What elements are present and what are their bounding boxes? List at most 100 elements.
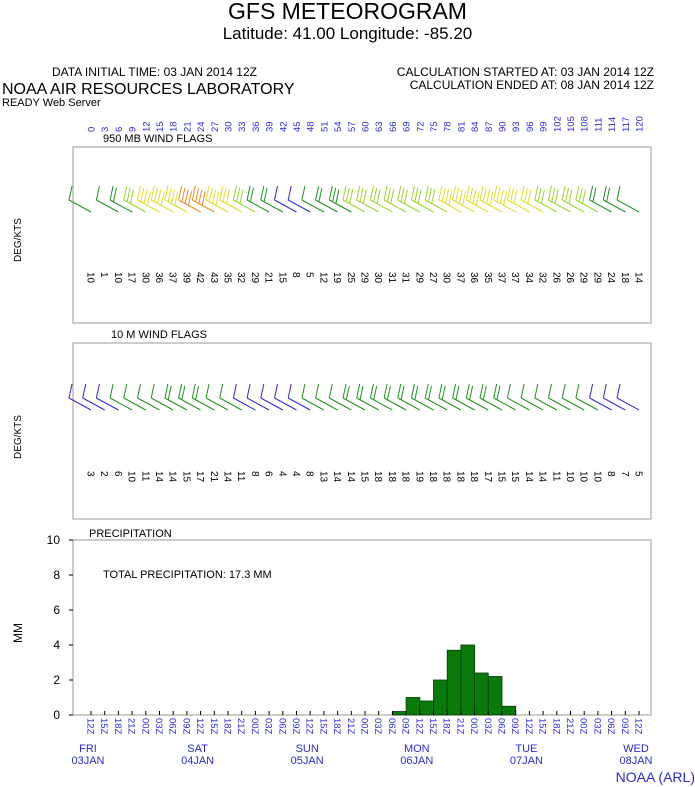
upper-wind-flag-barb	[376, 189, 381, 204]
upper-wind-speed-label: 27	[427, 272, 438, 284]
surface-wind-flag-staff	[219, 397, 242, 411]
upper-wind-speed-label: 35	[482, 272, 493, 284]
surface-wind-speed-label: 17	[194, 471, 205, 483]
upper-wind-flag-barb	[225, 189, 230, 204]
upper-wind-speed-label: 30	[372, 272, 383, 284]
upper-wind-flag-barb	[195, 187, 200, 202]
upper-wind-flag-staff	[356, 199, 379, 213]
upper-wind-flag-staff	[260, 199, 284, 213]
upper-wind-speed-label: 37	[509, 272, 520, 284]
surface-wind-speed-label: 18	[454, 471, 465, 483]
upper-wind-flag-staff	[233, 199, 256, 213]
surface-wind-speed-label: 18	[468, 471, 479, 483]
precip-time-label: 15Z	[208, 718, 219, 735]
upper-wind-flag-staff	[301, 199, 325, 213]
surface-wind-flag-barb	[602, 383, 607, 399]
surface-wind-flag-barb	[109, 383, 114, 399]
upper-wind-flag-barb	[540, 189, 545, 204]
upper-wind-flag-staff	[109, 199, 133, 213]
surface-wind-flag-barb	[482, 385, 487, 400]
upper-wind-flag-barb	[592, 187, 597, 202]
upper-wind-flag-barb	[441, 187, 446, 202]
precip-time-label: 00Z	[249, 718, 260, 735]
upper-wind-flag-barb	[181, 187, 186, 202]
upper-wind-speed-label: 37	[496, 272, 507, 284]
forecast-hour-label: 66	[388, 121, 399, 132]
surface-wind-flag-staff	[150, 397, 174, 411]
precip-time-label: 09Z	[290, 718, 301, 735]
upper-wind-flag-barb	[167, 187, 172, 202]
forecast-hour-label: 69	[402, 121, 413, 132]
upper-wind-speed-label: 17	[126, 272, 137, 284]
surface-wind-speed-label: 5	[633, 471, 644, 477]
surface-wind-flag-barb	[493, 383, 498, 399]
upper-wind-flag-barb	[403, 189, 408, 204]
surface-wind-flag-barb	[465, 383, 470, 399]
surface-wind-flag-staff	[109, 397, 133, 411]
upper-wind-flag-barb	[349, 189, 354, 204]
precip-time-label: 21Z	[235, 718, 246, 735]
surface-wind-flag-staff	[164, 397, 188, 411]
upper-wind-flag-barb	[479, 185, 484, 201]
surface-wind-flag-barb	[82, 383, 87, 399]
surface-wind-flag-barb	[469, 385, 474, 400]
precip-time-label: 18Z	[222, 718, 233, 735]
precip-time-label: 18Z	[112, 718, 123, 735]
upper-wind-flag-barb	[489, 191, 494, 206]
day-label: SAT	[187, 743, 208, 755]
surface-wind-flag-staff	[548, 397, 571, 411]
precip-time-label: 09Z	[509, 718, 520, 735]
upper-wind-flag-barb	[215, 191, 220, 206]
upper-wind-flag-barb	[602, 185, 607, 201]
surface-wind-speed-label: 11	[550, 471, 561, 482]
upper-wind-speed-label: 8	[290, 272, 301, 278]
upper-wind-flag-barb	[452, 185, 457, 201]
surface-wind-speed-label: 14	[523, 471, 534, 483]
surface-wind-flag-barb	[400, 385, 405, 400]
upper-wind-flag-barb	[205, 185, 210, 201]
upper-wind-speed-label: 37	[454, 272, 465, 284]
surface-wind-speed-label: 18	[372, 471, 383, 483]
upper-wind-flag-barb	[219, 185, 224, 201]
upper-wind-flag-staff	[424, 199, 448, 213]
surface-wind-flag-staff	[123, 397, 147, 411]
upper-wind-speed-label: 32	[537, 272, 548, 284]
upper-wind-flag-barb	[260, 185, 265, 201]
precip-time-label: 06Z	[167, 718, 178, 735]
day-label: FRI	[79, 743, 97, 755]
precip-time-label: 21Z	[345, 718, 356, 735]
forecast-hour-label: 87	[484, 121, 495, 132]
upper-wind-speed-label: 26	[564, 272, 575, 284]
upper-wind-flag-barb	[126, 187, 131, 202]
upper-wind-flag-barb	[315, 185, 320, 201]
surface-wind-flag-staff	[246, 397, 270, 411]
upper-wind-flag-barb	[164, 185, 169, 201]
upper-wind-flag-staff	[493, 199, 516, 213]
surface-wind-flag-barb	[191, 383, 196, 399]
precip-time-label: 12Z	[304, 718, 315, 735]
upper-wind-flag-staff	[561, 199, 585, 213]
precip-time-label: 21Z	[126, 718, 137, 735]
upper-wind-flag-barb	[582, 189, 586, 204]
surface-wind-speed-label: 4	[276, 471, 287, 477]
upper-wind-flag-barb	[318, 187, 323, 202]
upper-wind-flag-barb	[486, 189, 491, 204]
precip-ytick-label: 6	[53, 603, 60, 617]
surface-wind-flag-barb	[373, 385, 378, 400]
surface-wind-speed-label: 14	[167, 471, 178, 483]
precip-bar	[433, 679, 448, 716]
upper-wind-speed-label: 29	[359, 272, 370, 284]
surface-wind-flag-barb	[301, 383, 306, 399]
day-label: WED	[623, 743, 649, 755]
surface-wind-speed-label: 6	[263, 471, 274, 477]
upper-wind-flag-barb	[191, 185, 196, 201]
surface-wind-flag-barb	[342, 383, 347, 399]
precip-time-label: 03Z	[263, 718, 274, 735]
surface-wind-flag-staff	[356, 397, 379, 411]
surface-wind-speed-label: 18	[400, 471, 411, 483]
forecast-hour-label: 33	[237, 121, 248, 132]
precip-bar	[405, 697, 421, 716]
upper-wind-speed-label: 39	[180, 272, 191, 284]
surface-wind-flag-staff	[493, 397, 516, 411]
surface-wind-flag-barb	[274, 383, 278, 399]
